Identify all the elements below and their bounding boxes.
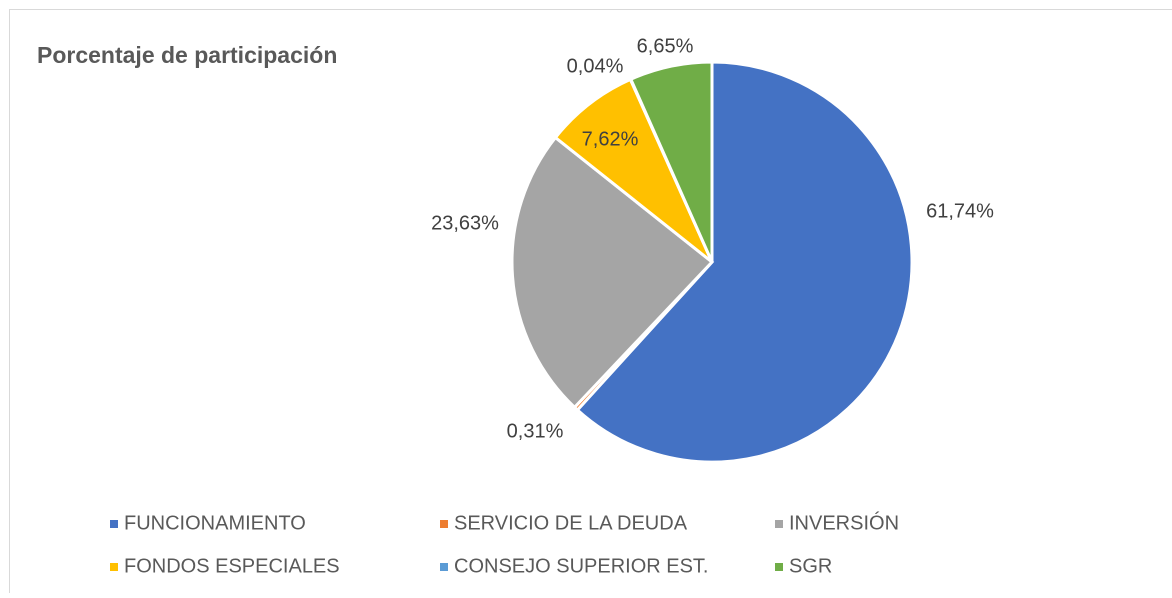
data-label: 61,74% bbox=[926, 200, 994, 222]
legend-label: SERVICIO DE LA DEUDA bbox=[454, 512, 688, 534]
legend-label: SGR bbox=[789, 555, 832, 577]
legend-label: INVERSIÓN bbox=[789, 511, 899, 534]
legend-label: FUNCIONAMIENTO bbox=[124, 512, 306, 534]
legend-marker bbox=[775, 520, 783, 528]
legend-label: CONSEJO SUPERIOR EST. bbox=[454, 555, 709, 577]
chart-title: Porcentaje de participación bbox=[37, 42, 337, 68]
legend-marker bbox=[110, 563, 118, 571]
legend-marker bbox=[110, 520, 118, 528]
legend-marker bbox=[440, 563, 448, 571]
legend-marker bbox=[440, 520, 448, 528]
data-label: 0,04% bbox=[567, 55, 624, 77]
data-label: 0,31% bbox=[507, 420, 564, 442]
data-label: 23,63% bbox=[431, 212, 499, 234]
data-label: 7,62% bbox=[582, 128, 639, 150]
legend-label: FONDOS ESPECIALES bbox=[124, 555, 340, 577]
data-label: 6,65% bbox=[637, 35, 694, 57]
legend-marker bbox=[775, 563, 783, 571]
